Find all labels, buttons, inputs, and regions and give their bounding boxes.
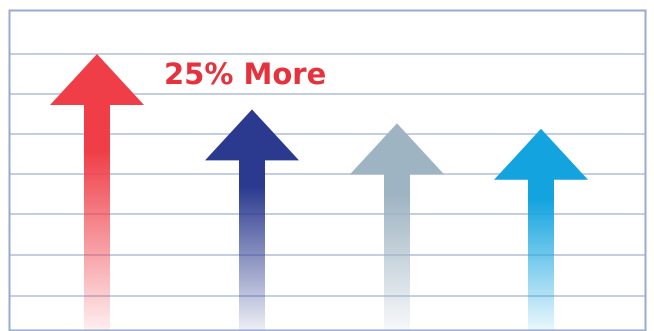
arrow-bar-1 [50, 54, 144, 331]
arrow-bar-4 [494, 128, 588, 331]
annotation-label: 25% More [164, 57, 326, 91]
arrow-bar-2 [205, 109, 299, 331]
arrow-bar-3 [350, 123, 444, 331]
arrow-bars [50, 54, 588, 331]
